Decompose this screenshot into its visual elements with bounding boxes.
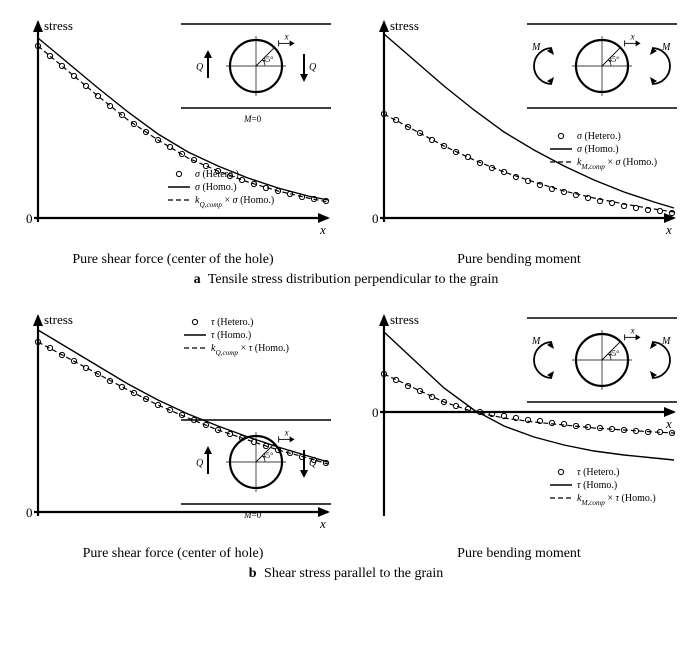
subtitle-a-left: Pure shear force (center of the hole) xyxy=(8,252,338,268)
panel-b-right: stress x 0 τ (Hetero.) τ (Homo.) kM,comp × τ … xyxy=(354,302,684,542)
svg-text:Q: Q xyxy=(309,62,317,73)
svg-text:σ (Homo.): σ (Homo.) xyxy=(577,144,619,155)
chart-a-right: stress x 0 σ (Hetero.) σ (Homo.) kM,comp × σ … xyxy=(354,8,684,248)
svg-text:kQ,comp × σ (Homo.): kQ,comp × σ (Homo.) xyxy=(195,195,274,209)
subtitle-b-right: Pure bending moment xyxy=(354,546,684,562)
svg-text:Q: Q xyxy=(196,62,204,73)
svg-text:kM,comp × τ (Homo.): kM,comp × τ (Homo.) xyxy=(577,493,656,507)
svg-text:x: x xyxy=(319,222,326,237)
svg-text:kM,comp × σ (Homo.): kM,comp × σ (Homo.) xyxy=(577,157,657,171)
svg-text:x: x xyxy=(630,31,635,41)
svg-text:stress: stress xyxy=(390,18,419,33)
svg-text:M: M xyxy=(661,42,671,53)
svg-text:45°: 45° xyxy=(262,55,273,64)
section-text-b: Shear stress parallel to the grain xyxy=(264,566,443,581)
svg-text:σ (Homo.): σ (Homo.) xyxy=(195,182,237,193)
section-lead-b: b xyxy=(249,566,257,581)
svg-text:τ (Homo.): τ (Homo.) xyxy=(577,480,617,491)
svg-text:M: M xyxy=(661,336,671,347)
chart-b-right: stress x 0 τ (Hetero.) τ (Homo.) kM,comp × τ … xyxy=(354,302,684,542)
chart-b-left: stress x 0 τ (Hetero.) τ (Homo.) kQ,comp × τ … xyxy=(8,302,338,542)
section-lead-a: a xyxy=(194,272,201,287)
subtitle-b-left: Pure shear force (center of hole) xyxy=(8,546,338,562)
svg-text:45°: 45° xyxy=(262,451,273,460)
svg-text:0: 0 xyxy=(372,211,379,226)
svg-text:σ (Hetero.): σ (Hetero.) xyxy=(577,131,621,142)
svg-text:0: 0 xyxy=(26,211,33,226)
section-text-a: Tensile stress distribution perpendicula… xyxy=(208,272,499,287)
svg-text:M=0: M=0 xyxy=(243,114,262,124)
svg-text:x: x xyxy=(284,427,289,437)
svg-text:M: M xyxy=(531,42,541,53)
svg-text:τ (Hetero.): τ (Hetero.) xyxy=(211,317,253,328)
svg-text:stress: stress xyxy=(44,312,73,327)
svg-text:x: x xyxy=(665,416,672,431)
panel-a-right: stress x 0 σ (Hetero.) σ (Homo.) kM,comp × σ … xyxy=(354,8,684,248)
section-title-b: b Shear stress parallel to the grain xyxy=(8,566,684,582)
svg-text:M=0: M=0 xyxy=(243,510,262,520)
svg-text:kQ,comp × τ (Homo.): kQ,comp × τ (Homo.) xyxy=(211,343,289,357)
panel-b-left: stress x 0 τ (Hetero.) τ (Homo.) kQ,comp × τ … xyxy=(8,302,338,542)
svg-text:Q: Q xyxy=(309,458,317,469)
svg-text:0: 0 xyxy=(372,405,379,420)
svg-text:x: x xyxy=(284,31,289,41)
svg-text:τ (Hetero.): τ (Hetero.) xyxy=(577,467,619,478)
svg-text:45°: 45° xyxy=(608,349,619,358)
chart-a-left: stress x 0 σ (Hetero.) σ (Homo.) kQ,comp × σ … xyxy=(8,8,338,248)
svg-text:τ (Homo.): τ (Homo.) xyxy=(211,330,251,341)
svg-text:σ (Hetero.): σ (Hetero.) xyxy=(195,169,239,180)
svg-text:x: x xyxy=(630,325,635,335)
svg-text:45°: 45° xyxy=(608,55,619,64)
svg-text:0: 0 xyxy=(26,505,33,520)
figure-grid: stress x 0 σ (Hetero.) σ (Homo.) kQ,comp × σ … xyxy=(8,8,677,596)
subtitle-a-right: Pure bending moment xyxy=(354,252,684,268)
svg-text:Q: Q xyxy=(196,458,204,469)
panel-a-left: stress x 0 σ (Hetero.) σ (Homo.) kQ,comp × σ … xyxy=(8,8,338,248)
svg-text:x: x xyxy=(319,516,326,531)
section-title-a: a Tensile stress distribution perpendicu… xyxy=(8,272,684,288)
svg-text:stress: stress xyxy=(390,312,419,327)
svg-text:M: M xyxy=(531,336,541,347)
svg-text:x: x xyxy=(665,222,672,237)
svg-text:stress: stress xyxy=(44,18,73,33)
